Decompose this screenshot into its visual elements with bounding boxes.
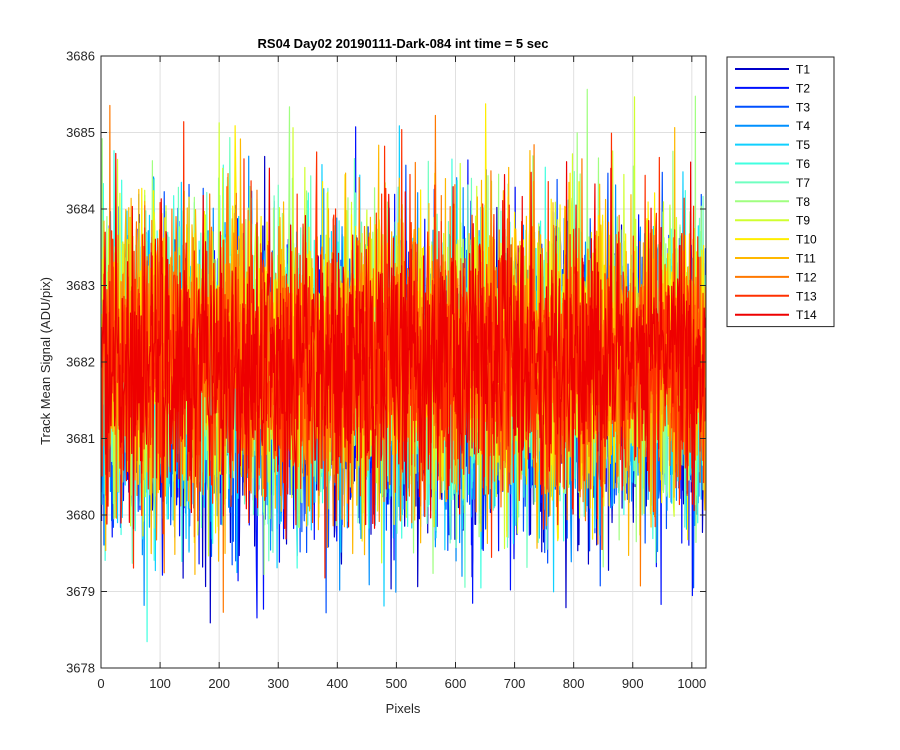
y-tick-label: 3686 xyxy=(66,49,95,64)
legend-label-t10: T10 xyxy=(796,233,817,247)
plot-area xyxy=(101,88,706,643)
legend-label-t14: T14 xyxy=(796,308,817,322)
legend-label-t8: T8 xyxy=(796,195,810,209)
y-tick-label: 3684 xyxy=(66,202,95,217)
legend-box xyxy=(726,56,835,328)
x-axis-label: Pixels xyxy=(386,701,421,716)
y-tick-label: 3683 xyxy=(66,278,95,293)
x-tick-label: 700 xyxy=(504,676,526,691)
legend-label-t11: T11 xyxy=(796,252,816,266)
x-tick-label: 1000 xyxy=(677,676,706,691)
legend-label-t6: T6 xyxy=(796,157,810,171)
x-tick-label: 800 xyxy=(563,676,585,691)
x-tick-label: 900 xyxy=(622,676,644,691)
x-tick-label: 400 xyxy=(326,676,348,691)
y-tick-label: 3680 xyxy=(66,508,95,523)
legend-label-t4: T4 xyxy=(796,119,810,133)
legend-label-t5: T5 xyxy=(796,138,810,152)
legend: T1 T2 T3 T4 T5 T6 T7 T8 T9 T10 T11 T12 T13 T14 xyxy=(726,56,835,328)
x-tick-label: 600 xyxy=(445,676,467,691)
x-tick-label: 0 xyxy=(97,676,104,691)
x-tick-label: 100 xyxy=(149,676,171,691)
chart-title: RS04 Day02 20190111-Dark-084 int time = … xyxy=(258,36,549,51)
x-tick-label: 200 xyxy=(208,676,230,691)
y-tick-label: 3682 xyxy=(66,355,95,370)
x-tick-label: 500 xyxy=(386,676,408,691)
legend-label-t9: T9 xyxy=(796,214,810,228)
legend-label-t2: T2 xyxy=(796,81,810,95)
x-tick-label: 300 xyxy=(267,676,289,691)
y-tick-label: 3685 xyxy=(66,125,95,140)
series-line-t14 xyxy=(101,152,706,530)
y-tick-label: 3681 xyxy=(66,431,95,446)
legend-label-t7: T7 xyxy=(796,176,810,190)
legend-label-t3: T3 xyxy=(796,100,810,114)
axes: 0 100 200 300 400 500 600 700 800 900 1000 3678 3679… xyxy=(66,49,707,691)
legend-label-t12: T12 xyxy=(796,270,817,284)
y-tick-label: 3678 xyxy=(66,661,95,676)
legend-label-t13: T13 xyxy=(796,289,817,303)
legend-label-t1: T1 xyxy=(796,63,810,77)
y-axis-label: Track Mean Signal (ADU/pix) xyxy=(38,277,53,445)
y-tick-label: 3679 xyxy=(66,584,95,599)
